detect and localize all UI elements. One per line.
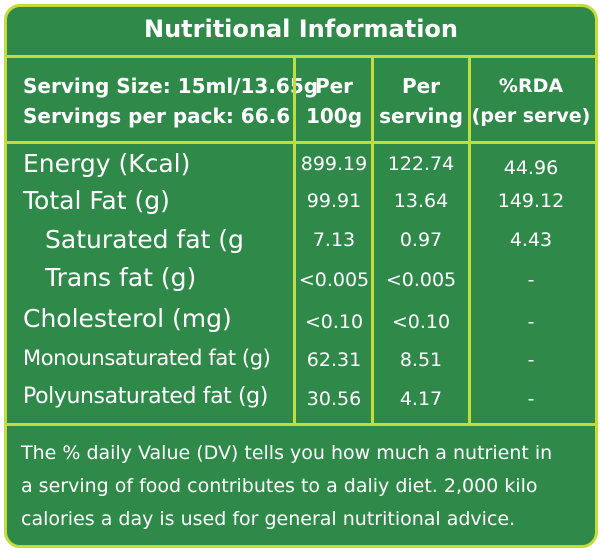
cell-polyunsaturated-fat-rda: -	[527, 388, 535, 410]
cell-cholesterol-per100: <0.10	[304, 311, 364, 333]
cell-cholesterol-rda: -	[527, 311, 535, 333]
cell-trans-fat-per100: <0.005	[298, 269, 370, 291]
row-label-monounsaturated-fat: Monounsaturated fat (g)	[23, 346, 271, 370]
cell-polyunsaturated-fat-perserving: 4.17	[399, 388, 443, 410]
row-label-total-fat: Total Fat (g)	[23, 186, 170, 215]
cell-trans-fat-rda: -	[527, 269, 535, 291]
footer-line-2: a serving of food contributes to a daliy…	[21, 475, 538, 497]
serving-size: Serving Size: 15ml/13.65g	[23, 74, 319, 98]
column-divider-1	[293, 55, 296, 423]
divider-footer	[7, 423, 595, 426]
cell-energy-perserving: 122.74	[387, 153, 455, 175]
header-per-100g-line2: 100g	[305, 104, 363, 128]
header-per-100g-line1: Per	[314, 74, 354, 98]
cell-total-fat-perserving: 13.64	[393, 190, 449, 212]
header-per-serving-line1: Per	[401, 74, 441, 98]
row-label-energy: Energy (Kcal)	[23, 149, 191, 178]
cell-energy-per100: 899.19	[300, 153, 368, 175]
cell-saturated-fat-perserving: 0.97	[399, 229, 443, 251]
header-rda-line2: (per serve)	[471, 105, 591, 127]
divider-header	[7, 141, 595, 144]
footer-note: The % daily Value (DV) tells you how muc…	[21, 437, 585, 536]
panel-title: Nutritional Information	[143, 15, 458, 43]
cell-total-fat-per100: 99.91	[306, 190, 362, 212]
column-divider-3	[468, 55, 471, 423]
cell-trans-fat-perserving: <0.005	[385, 269, 457, 291]
header-per-serving: Per serving	[374, 71, 468, 131]
serving-info: Serving Size: 15ml/13.65g Servings per p…	[23, 71, 318, 131]
cell-monounsaturated-fat-perserving: 8.51	[399, 349, 443, 371]
cell-monounsaturated-fat-rda: -	[527, 349, 535, 371]
row-label-polyunsaturated-fat: Polyunsaturated fat (g)	[23, 384, 268, 409]
header-rda: %RDA (per serve)	[471, 71, 591, 131]
header-per-100g: Per 100g	[297, 71, 371, 131]
cell-saturated-fat-rda: 4.43	[509, 229, 553, 251]
cell-polyunsaturated-fat-per100: 30.56	[306, 388, 362, 410]
cell-energy-rda: 44.96	[503, 157, 559, 179]
cell-total-fat-rda: 149.12	[497, 190, 565, 212]
column-divider-2	[371, 55, 374, 423]
footer-line-3: calories a day is used for general nutri…	[21, 508, 516, 530]
cell-cholesterol-perserving: <0.10	[391, 311, 451, 333]
cell-saturated-fat-per100: 7.13	[312, 229, 356, 251]
header-rda-line1: %RDA	[498, 75, 564, 97]
divider-title	[7, 55, 595, 58]
row-label-trans-fat: Trans fat (g)	[45, 263, 197, 292]
row-label-cholesterol: Cholesterol (mg)	[23, 304, 232, 333]
cell-monounsaturated-fat-per100: 62.31	[306, 349, 362, 371]
header-per-serving-line2: serving	[379, 104, 463, 128]
servings-per-pack: Servings per pack: 66.6	[23, 104, 291, 128]
nutrition-panel: Nutritional Information Serving Size: 15…	[4, 4, 598, 548]
footer-line-1: The % daily Value (DV) tells you how muc…	[21, 442, 553, 464]
row-label-saturated-fat: Saturated fat (g	[45, 225, 244, 254]
